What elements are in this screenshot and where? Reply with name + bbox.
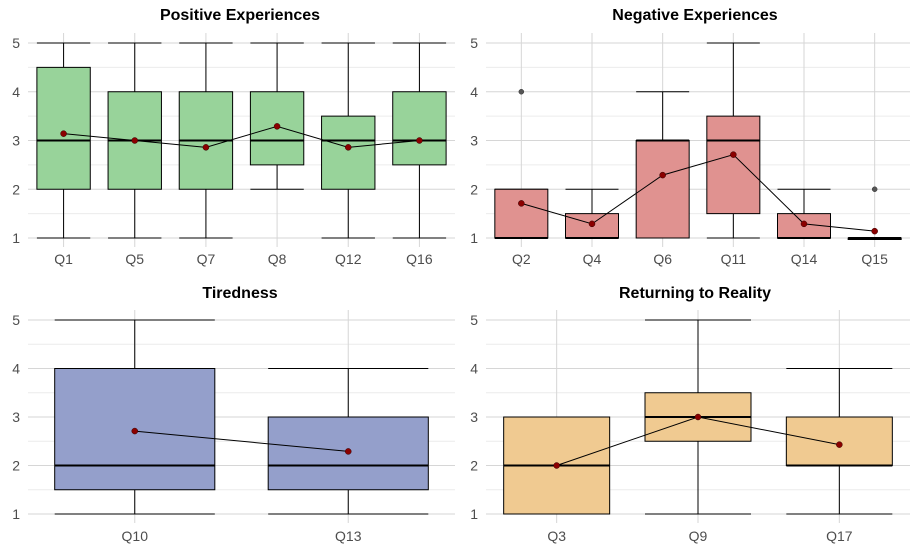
box-Q6 <box>635 91 690 239</box>
mean-point <box>659 171 666 179</box>
panel-1: Positive Experiences 1 2 3 4 5 Q1 Q5 Q7 Q8 Q12 Q16 <box>12 7 455 267</box>
box-Q13 <box>267 368 429 515</box>
box-iqr <box>392 91 447 166</box>
y-tick-label: 1 <box>470 230 478 246</box>
y-tick-label: 1 <box>470 506 478 522</box>
x-tick-label: Q12 <box>335 251 362 267</box>
x-tick-label: Q5 <box>125 251 144 267</box>
box-iqr <box>635 140 690 239</box>
y-tick-label: 2 <box>12 458 20 474</box>
box-iqr <box>321 115 376 190</box>
y-tick-label: 3 <box>12 409 20 425</box>
box-Q9 <box>644 319 752 515</box>
box-Q15 <box>847 186 902 240</box>
x-tick-label: Q17 <box>826 528 853 544</box>
mean-line <box>134 430 349 452</box>
mean-point <box>518 200 525 207</box>
mean-point <box>345 448 352 455</box>
mean-point <box>871 227 878 235</box>
box-Q1 <box>36 42 91 239</box>
y-tick-label: 5 <box>470 312 478 328</box>
x-tick-label: Q4 <box>583 251 602 267</box>
box-Q4 <box>565 188 619 239</box>
y-tick-label: 2 <box>470 458 478 474</box>
panel-3: Tiredness 1 2 3 4 5 Q10 Q13 <box>12 285 455 544</box>
box-Q7 <box>178 42 234 239</box>
panel-2: Negative Experiences 1 2 3 4 5 Q2 Q4 Q6 Q11 Q14 Q15 <box>470 7 910 267</box>
mean-point <box>588 220 596 228</box>
mean-point <box>836 441 843 448</box>
y-tick-label: 4 <box>470 361 478 377</box>
x-tick-label: Q14 <box>791 251 818 267</box>
mean-line <box>63 125 420 148</box>
box-iqr <box>36 66 91 190</box>
y-tick-label: 5 <box>12 312 20 328</box>
y-tick-label: 2 <box>12 181 20 197</box>
y-tick-label: 5 <box>12 35 20 51</box>
mean-point <box>345 144 352 151</box>
y-tick-label: 4 <box>12 84 20 100</box>
x-tick-label: Q6 <box>653 251 672 267</box>
mean-point <box>273 123 281 130</box>
x-tick-label: Q9 <box>689 528 708 544</box>
y-tick-label: 4 <box>12 361 20 377</box>
x-tick-label: Q10 <box>122 528 149 544</box>
x-tick-label: Q16 <box>406 251 433 267</box>
mean-point <box>694 413 702 421</box>
mean-point <box>60 130 67 137</box>
mean-point <box>131 427 138 435</box>
box-Q17 <box>785 368 893 515</box>
outlier-point <box>518 89 525 95</box>
mean-point <box>800 220 808 228</box>
box-Q8 <box>249 42 305 190</box>
box-Q16 <box>392 42 447 239</box>
box-Q2 <box>494 89 549 239</box>
outlier-point <box>871 186 878 192</box>
mean-line <box>521 154 875 232</box>
y-tick-label: 1 <box>12 230 20 246</box>
x-tick-label: Q1 <box>54 251 73 267</box>
y-tick-label: 4 <box>470 84 478 100</box>
panel-title: Tiredness <box>202 285 277 302</box>
mean-point <box>416 137 423 144</box>
x-tick-label: Q7 <box>197 251 216 267</box>
x-tick-label: Q2 <box>512 251 531 267</box>
x-tick-label: Q13 <box>335 528 362 544</box>
x-tick-label: Q3 <box>547 528 566 544</box>
box-Q14 <box>777 188 831 239</box>
y-tick-label: 2 <box>470 181 478 197</box>
y-tick-label: 1 <box>12 506 20 522</box>
y-tick-label: 3 <box>470 409 478 425</box>
box-iqr <box>785 416 893 466</box>
y-tick-label: 5 <box>470 35 478 51</box>
panel-title: Positive Experiences <box>160 7 320 24</box>
box-iqr <box>494 188 549 239</box>
box-iqr <box>249 91 305 166</box>
panel-title: Returning to Reality <box>619 285 771 302</box>
x-tick-label: Q15 <box>861 251 888 267</box>
mean-point <box>730 151 737 158</box>
y-tick-label: 3 <box>12 133 20 149</box>
mean-point <box>131 137 138 144</box>
mean-point <box>553 462 560 469</box>
panel-title: Negative Experiences <box>612 7 778 24</box>
y-tick-label: 3 <box>470 133 478 149</box>
box-iqr <box>706 115 761 215</box>
box-Q11 <box>706 42 761 239</box>
x-tick-label: Q8 <box>268 251 287 267</box>
box-Q10 <box>54 319 216 515</box>
mean-point <box>202 144 210 151</box>
x-tick-label: Q11 <box>721 251 747 267</box>
panel-4: Returning to Reality 1 2 3 4 5 Q3 Q9 Q17 <box>470 285 910 544</box>
box-Q12 <box>321 42 376 239</box>
